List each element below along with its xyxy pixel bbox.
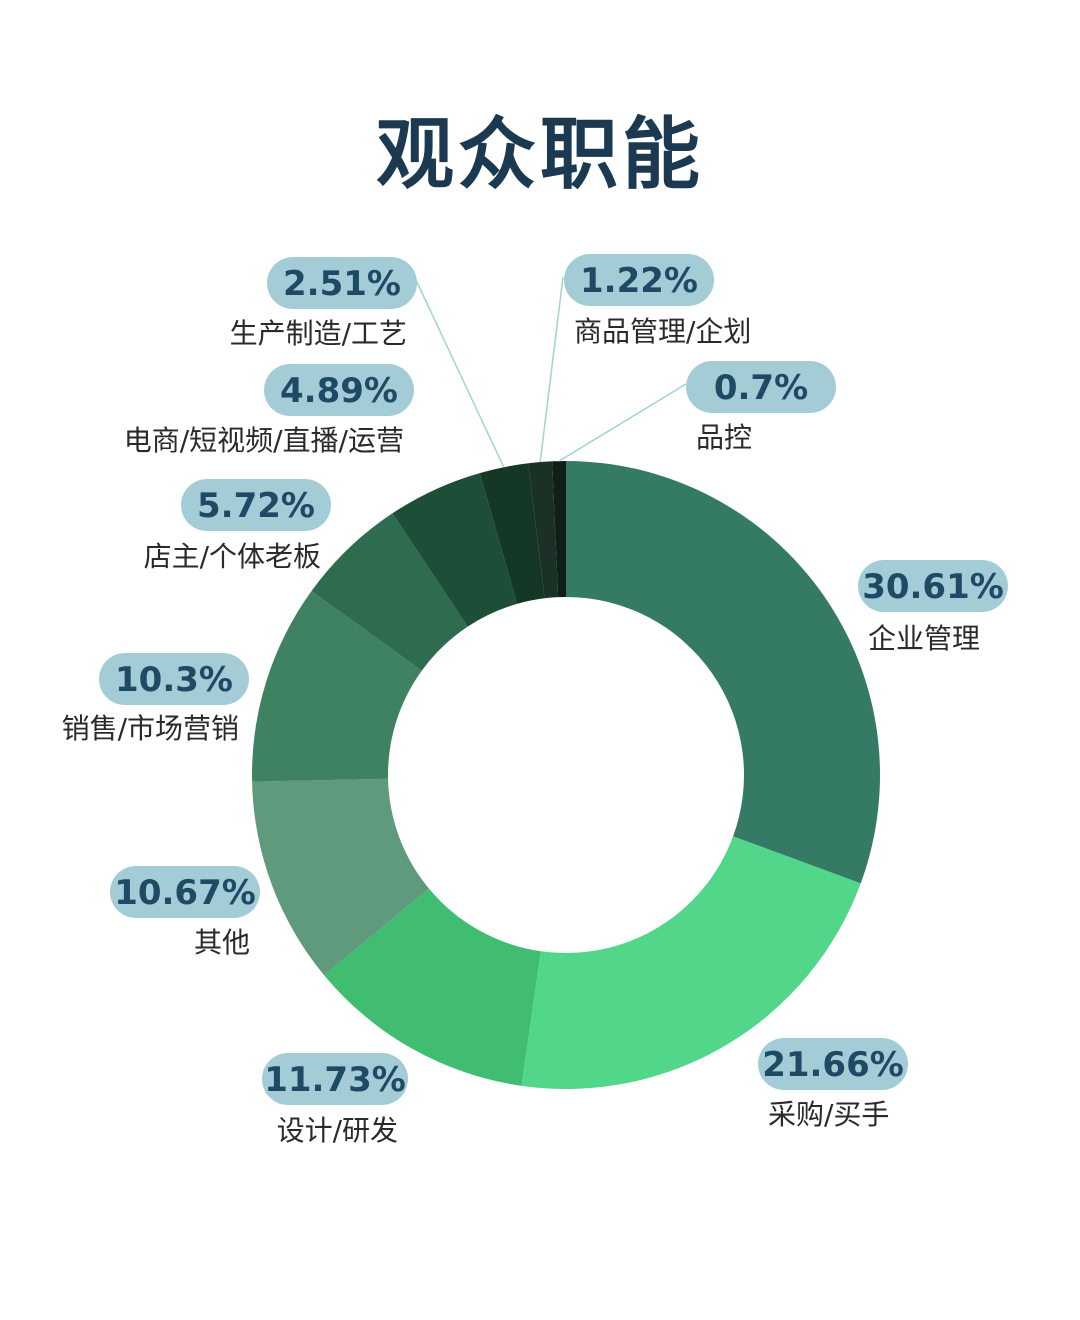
category-label: 品控 [696, 421, 752, 454]
chart-title: 观众职能 [375, 110, 704, 200]
percent-badge [858, 560, 1008, 612]
percent-badge [267, 257, 417, 309]
donut-slice [479, 463, 545, 604]
percent-badge [110, 866, 260, 918]
donut-slice [311, 513, 468, 671]
donut-slices [252, 461, 881, 1089]
percent-label: 21.66% [762, 1045, 904, 1085]
percent-badge [264, 364, 414, 416]
category-label: 生产制造/工艺 [230, 317, 407, 350]
percent-badge [758, 1038, 908, 1090]
category-label: 企业管理 [868, 622, 980, 655]
percent-label: 10.3% [115, 660, 233, 700]
donut-slice [252, 591, 422, 782]
category-label: 商品管理/企划 [574, 315, 751, 348]
percent-badge [262, 1053, 408, 1105]
donut-slice [324, 888, 541, 1086]
donut-slice [392, 473, 518, 627]
percent-label: 4.89% [280, 371, 398, 411]
category-label: 电商/短视频/直播/运营 [124, 424, 404, 457]
category-label: 设计/研发 [277, 1114, 398, 1147]
percent-badge [181, 479, 331, 531]
slice-labels: 30.61% 企业管理 21.66% 采购/买手 11.73% 设计/研发 10.67% 其他… [62, 254, 1008, 1147]
leader-lines [415, 276, 687, 468]
category-label: 销售/市场营销 [62, 712, 239, 745]
percent-label: 5.72% [197, 486, 315, 526]
donut-slice [252, 778, 429, 976]
percent-label: 2.51% [283, 264, 401, 304]
percent-label: 11.73% [264, 1060, 406, 1100]
category-label: 店主/个体老板 [144, 540, 321, 573]
leader-line [558, 383, 687, 462]
leader-line [415, 279, 505, 468]
leader-line [539, 276, 564, 463]
percent-badge [686, 361, 836, 413]
percent-label: 10.67% [114, 873, 256, 913]
percent-label: 1.22% [580, 261, 698, 301]
category-label: 其他 [194, 926, 250, 959]
donut-slice [528, 461, 559, 599]
percent-label: 0.7% [714, 368, 808, 408]
donut-slice [521, 836, 861, 1089]
percent-label: 30.61% [862, 567, 1004, 607]
category-label: 采购/买手 [768, 1098, 889, 1131]
donut-slice [552, 461, 566, 598]
donut-slice [566, 461, 881, 884]
percent-badge [564, 254, 714, 306]
percent-badge [99, 653, 249, 705]
